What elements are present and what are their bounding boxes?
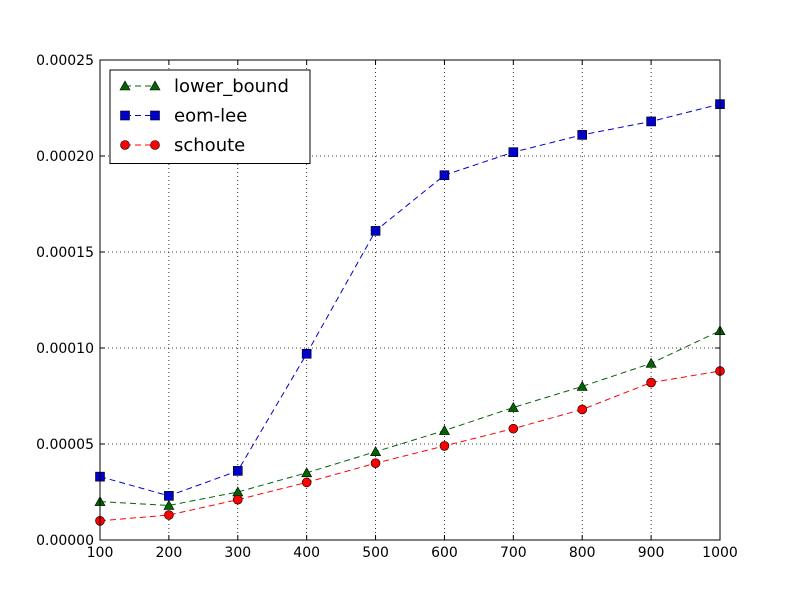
x-tick-label: 300 [224, 545, 251, 561]
data-point-eom-lee [439, 170, 450, 180]
data-point-eom-lee [164, 491, 174, 501]
legend-marker [150, 140, 160, 150]
data-point-lower_bound [370, 446, 382, 456]
data-point-schoute [439, 441, 450, 451]
x-tick-label: 400 [293, 545, 320, 561]
series-line-schoute [99, 370, 721, 522]
legend-label: schoute [174, 135, 245, 156]
x-tick-label: 700 [500, 545, 527, 561]
data-point-lower_bound [301, 467, 313, 478]
legend-label: lower_bound [174, 76, 289, 97]
x-tick-label: 1000 [702, 545, 738, 561]
legend: lower_bound eom-lee schoute [109, 69, 311, 164]
legend-box [109, 69, 311, 164]
legend-marker [119, 80, 131, 91]
x-tick-label: 100 [87, 545, 114, 561]
axis-ticks: 100 200 300 400 500 600 700 800 900 1000 0.00000 0.… [36, 53, 738, 561]
data-point-eom-lee [301, 348, 312, 359]
legend-marker [150, 110, 160, 121]
x-tick-label: 200 [156, 545, 183, 561]
data-point-eom-lee [646, 116, 656, 127]
data-point-lower_bound [438, 424, 450, 435]
y-tick-label: 0.00015 [36, 245, 94, 261]
series-line-eom-lee [99, 103, 721, 497]
y-tick-label: 0.00010 [36, 341, 94, 357]
data-point-lower_bound [645, 357, 657, 368]
y-tick-label: 0.00020 [36, 149, 94, 165]
data-point-eom-lee [232, 466, 243, 476]
y-tick-label: 0.00025 [36, 53, 94, 69]
legend-marker [120, 110, 130, 121]
data-point-schoute [164, 510, 174, 520]
series-line-lower_bound [99, 330, 721, 506]
x-tick-label: 600 [431, 545, 458, 561]
data-point-lower_bound [576, 380, 588, 391]
data-point-eom-lee [577, 130, 588, 140]
legend-marker [120, 140, 130, 150]
legend-label: eom-lee [174, 106, 247, 127]
data-point-schoute [508, 423, 519, 434]
legend-entry-eom-lee: eom-lee [120, 106, 247, 127]
data-point-schoute [232, 494, 243, 505]
data-point-eom-lee [508, 147, 519, 157]
legend-marker [149, 80, 161, 91]
data-point-schoute [577, 404, 588, 415]
y-tick-label: 0.00000 [36, 533, 94, 549]
data-point-lower_bound [507, 401, 519, 412]
x-tick-label: 900 [638, 545, 665, 561]
x-tick-label: 500 [362, 545, 389, 561]
data-point-schoute [646, 377, 656, 388]
data-point-schoute [370, 458, 381, 469]
data-point-schoute [301, 477, 312, 488]
series-lower_bound [94, 325, 726, 510]
data-point-lower_bound [163, 499, 175, 510]
legend-entry-lower_bound: lower_bound [119, 76, 289, 97]
x-tick-label: 800 [569, 545, 596, 561]
data-point-eom-lee [370, 226, 381, 236]
plot-frame [99, 59, 721, 541]
legend-entry-schoute: schoute [120, 135, 245, 156]
y-tick-label: 0.00005 [36, 437, 94, 453]
